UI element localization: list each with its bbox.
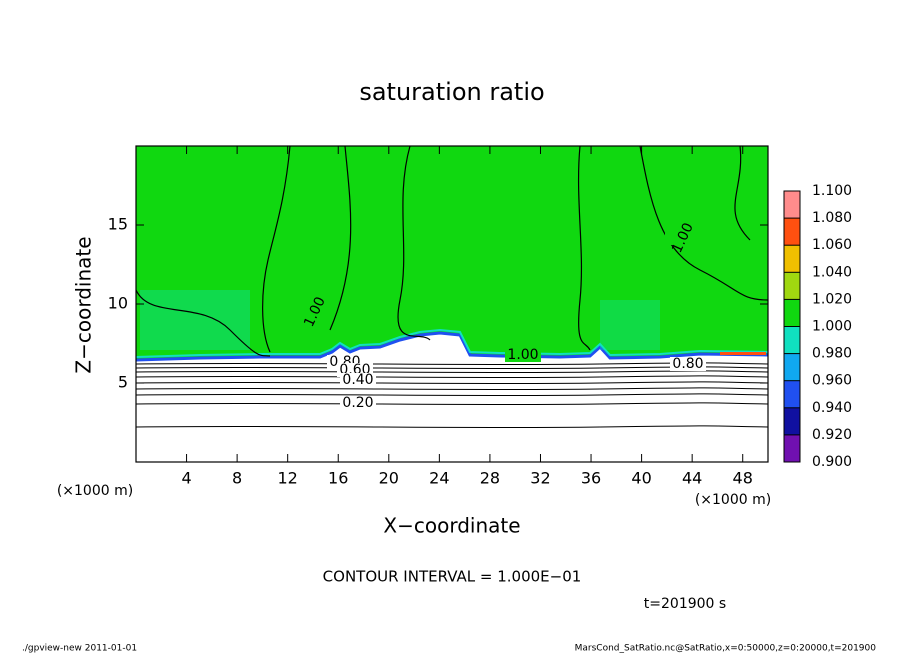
colorbar-swatch <box>784 353 800 381</box>
contour-label-bg <box>297 305 333 319</box>
x-tick-label: 40 <box>631 469 651 488</box>
x-tick-label: 28 <box>480 469 500 488</box>
contour-label: 0.20 <box>342 395 373 411</box>
x-axis-label: X−coordinate <box>383 514 520 538</box>
contour-line <box>135 387 769 391</box>
x-tick-label: 16 <box>328 469 348 488</box>
x-tick-label: 24 <box>429 469 449 488</box>
near-saturation-band <box>135 331 769 362</box>
y-tick-label: 15 <box>108 215 128 234</box>
contour-label-bg <box>340 396 376 410</box>
colorbar-swatch <box>784 191 800 219</box>
contour-label-bg <box>340 373 376 387</box>
contour-line <box>135 393 769 397</box>
x-tick-label: 32 <box>530 469 550 488</box>
colorbar-label: 1.020 <box>812 291 852 307</box>
x-tick-label: 36 <box>581 469 601 488</box>
colorbar-label: 1.100 <box>812 183 852 199</box>
x-tick-label: 8 <box>232 469 242 488</box>
warm-patch <box>720 352 766 355</box>
colorbar-label: 1.060 <box>812 237 852 253</box>
contour-line <box>135 289 271 357</box>
light-patch <box>140 290 250 350</box>
contour-label-bg <box>670 357 706 371</box>
colorbar-swatch <box>784 380 800 408</box>
contour-line <box>135 375 769 379</box>
contour-line <box>135 370 769 374</box>
colorbar-swatch <box>784 299 800 327</box>
colorbar-swatch <box>784 434 800 462</box>
saturated-region <box>136 146 768 360</box>
contour-line <box>135 425 769 429</box>
colorbar-label: 1.080 <box>812 210 852 226</box>
contour-interval: CONTOUR INTERVAL = 1.000E−01 <box>323 568 582 586</box>
colorbar-label: 1.000 <box>812 319 852 335</box>
contour-line <box>135 366 769 370</box>
y-axis-label: Z−coordinate <box>72 236 96 373</box>
x-unit-label: (×1000 m) <box>695 492 771 508</box>
footer-left: ./gpview-new 2011-01-01 <box>22 644 137 654</box>
time-label: t=201900 s <box>644 596 726 612</box>
y-tick-label: 5 <box>118 373 128 392</box>
x-tick-label: 12 <box>278 469 298 488</box>
near-saturation-band <box>135 328 769 358</box>
contour-line <box>577 145 591 351</box>
contour-line <box>639 145 769 301</box>
x-tick-label: 44 <box>682 469 702 488</box>
x-tick-label: 20 <box>379 469 399 488</box>
colorbar-label: 0.960 <box>812 373 852 389</box>
colorbar-swatch <box>784 218 800 246</box>
contour-line <box>135 362 769 366</box>
contour-label: 0.80 <box>672 356 703 372</box>
colorbar-label: 1.040 <box>812 264 852 280</box>
colorbar-swatch <box>784 407 800 435</box>
footer-right: MarsCond_SatRatio.nc@SatRatio,x=0:50000,… <box>575 644 877 654</box>
contour-label: 1.00 <box>507 347 538 363</box>
contour-label-bg <box>665 231 701 245</box>
contour-line <box>135 381 769 385</box>
colorbar-label: 0.900 <box>812 454 852 470</box>
contour-label-bg <box>505 348 541 362</box>
contour-line <box>262 145 291 353</box>
x-tick-label: 48 <box>733 469 753 488</box>
contour-label: 0.40 <box>342 372 373 388</box>
colorbar-swatch <box>784 245 800 273</box>
contour-field: 1.001.001.000.800.800.600.400.20 <box>135 145 769 429</box>
x-tick-label: 4 <box>181 469 191 488</box>
colorbar-label: 0.980 <box>812 346 852 362</box>
contour-line <box>397 145 431 341</box>
y-tick-label: 10 <box>108 294 128 313</box>
x-unit-label: (×1000 m) <box>57 483 133 499</box>
contour-line <box>329 145 352 331</box>
colorbar-label: 0.940 <box>812 400 852 416</box>
contour-line <box>734 145 751 241</box>
colorbar-swatch <box>784 326 800 354</box>
chart-title: saturation ratio <box>359 78 544 106</box>
colorbar-label: 0.920 <box>812 427 852 443</box>
light-patch <box>600 300 660 350</box>
contour-line <box>135 402 769 406</box>
colorbar-swatch <box>784 272 800 300</box>
